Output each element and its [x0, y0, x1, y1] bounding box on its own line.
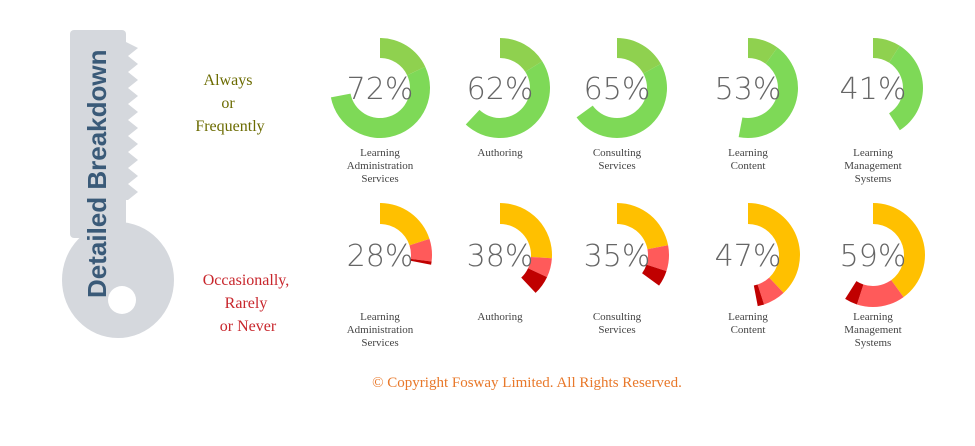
donut-segment — [521, 268, 548, 293]
key-icon — [62, 30, 174, 338]
percent-label: 35% — [584, 239, 651, 274]
donut-segment — [757, 277, 784, 305]
donut-segment — [856, 280, 904, 307]
category-label: Learning Management Systems — [844, 311, 901, 349]
donut-segment — [617, 38, 661, 74]
category-label: Authoring — [477, 147, 523, 159]
donut-charts: 72%Learning Administration Services62%Auth… — [330, 38, 926, 349]
donut-chart: 41% Learning Management Systems — [840, 38, 923, 185]
category-label-line: Services — [598, 324, 635, 336]
category-label-line: Administration — [347, 324, 414, 336]
percent-label: 59% — [840, 239, 907, 274]
donut-segment — [465, 61, 550, 138]
donut-segment — [576, 63, 667, 139]
category-label: Learning Content — [728, 147, 768, 172]
category-label-line: Services — [598, 160, 635, 172]
category-label-line: Administration — [347, 160, 414, 172]
category-label-line: Authoring — [477, 311, 523, 323]
row-label-line: Always — [204, 72, 253, 89]
category-label-line: Management — [844, 324, 901, 336]
category-label-line: Learning — [360, 311, 400, 323]
donut-segment — [738, 47, 798, 139]
donut-chart: 62% Authoring — [465, 38, 550, 159]
donut-chart: 47% Learning Content — [715, 203, 800, 336]
side-label: Detailed Breakdown — [82, 49, 112, 298]
donut-segment — [889, 45, 923, 131]
donut-segment — [748, 203, 800, 293]
donut-chart: 59% Learning Management Systems — [840, 203, 926, 349]
category-label: Learning Management Systems — [844, 147, 901, 185]
key-hole — [108, 286, 136, 314]
donut-segment — [646, 245, 669, 272]
donut-chart: 35% Consulting Services — [584, 203, 669, 336]
donut-segment — [410, 258, 432, 265]
percent-label: 41% — [840, 72, 907, 107]
row-label-line: Frequently — [195, 118, 264, 135]
donut-segment — [753, 284, 765, 307]
donut-segment — [380, 38, 426, 76]
percent-label: 47% — [715, 239, 782, 274]
donut-segment — [748, 38, 778, 64]
copyright: © Copyright Fosway Limited. All Rights R… — [372, 375, 682, 391]
row-label-always: Always or Frequently — [195, 72, 264, 135]
category-label-line: Learning — [853, 147, 893, 159]
category-label-line: Authoring — [477, 147, 523, 159]
category-label-line: Content — [731, 324, 766, 336]
category-label-line: Management — [844, 160, 901, 172]
donut-segment — [873, 203, 926, 298]
donut-segment — [873, 38, 900, 63]
row-label-line: or — [221, 95, 235, 112]
percent-label: 72% — [347, 72, 414, 107]
donut-chart: 53% Learning Content — [715, 38, 798, 172]
row-label-occasionally: Occasionally, Rarely or Never — [203, 272, 293, 335]
donut-segment — [528, 256, 552, 278]
category-label-line: Systems — [855, 337, 892, 349]
donut-segment — [642, 264, 667, 286]
percent-label: 65% — [584, 72, 651, 107]
category-label: Consulting Services — [593, 311, 642, 336]
category-label: Learning Administration Services — [347, 147, 414, 185]
donut-chart: 72% Learning Administration Services — [330, 38, 430, 185]
category-label-line: Learning — [728, 311, 768, 323]
donut-segment — [330, 66, 430, 138]
category-label-line: Systems — [855, 173, 892, 185]
donut-chart: 38% Authoring — [467, 203, 553, 323]
donut-segment — [617, 203, 669, 250]
category-label: Consulting Services — [593, 147, 642, 172]
percent-label: 62% — [467, 72, 534, 107]
donut-segment — [500, 203, 553, 259]
category-label-line: Consulting — [593, 147, 642, 159]
category-label: Learning Administration Services — [347, 311, 414, 349]
donut-segment — [409, 238, 432, 262]
category-label-line: Content — [731, 160, 766, 172]
category-label-line: Learning — [360, 147, 400, 159]
category-label-line: Consulting — [593, 311, 642, 323]
row-label-line: Occasionally, — [203, 272, 289, 289]
category-label: Authoring — [477, 311, 523, 323]
row-label-line: or Never — [220, 318, 277, 335]
category-label: Learning Content — [728, 311, 768, 336]
category-label-line: Services — [361, 337, 398, 349]
percent-label: 53% — [715, 72, 782, 107]
donut-chart: 65% Consulting Services — [576, 38, 667, 172]
row-label-line: Rarely — [225, 295, 268, 312]
category-label-line: Services — [361, 173, 398, 185]
donut-segment — [500, 38, 543, 72]
category-label-line: Learning — [728, 147, 768, 159]
category-label-line: Learning — [853, 311, 893, 323]
percent-label: 38% — [467, 239, 534, 274]
donut-segment — [845, 281, 864, 305]
percent-label: 28% — [347, 239, 414, 274]
donut-chart: 28% Learning Administration Services — [347, 203, 432, 349]
donut-segment — [380, 203, 430, 246]
